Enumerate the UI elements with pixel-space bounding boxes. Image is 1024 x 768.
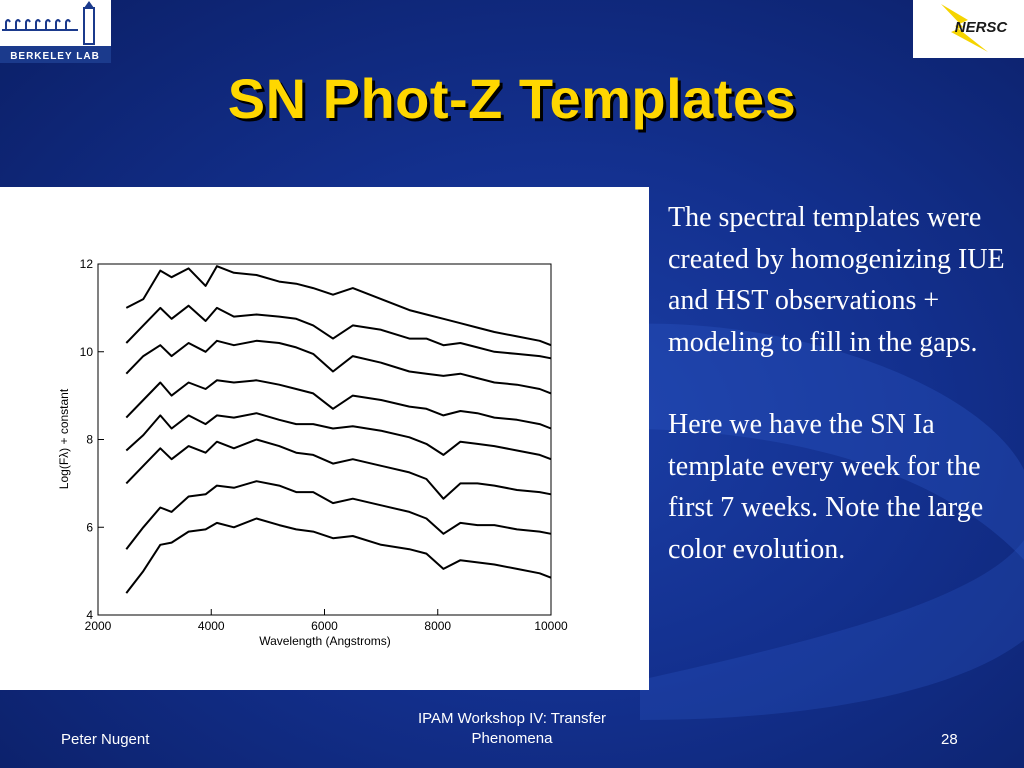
slide-number: 28 xyxy=(941,731,958,748)
spectrum-line-week-2 xyxy=(125,304,552,360)
spectrum-line-week-6 xyxy=(125,438,552,500)
spectral-template-plot: 2000 4000 6000 8000 10000 4 6 8 10 12 Wavelength … xyxy=(0,187,649,690)
spectrum-line-week-5 xyxy=(125,412,552,461)
footer-author: Peter Nugent xyxy=(61,731,150,748)
spectrum-line-week-8 xyxy=(125,517,552,594)
slide-title: SN Phot-Z Templates xyxy=(227,67,797,130)
nersc-logo-text: NERSC xyxy=(955,19,1009,36)
body-paragraph-2: Here we have the SN Ia template every we… xyxy=(668,409,984,565)
chart-svg: 2000 4000 6000 8000 10000 4 6 8 10 12 Wavelength … xyxy=(57,257,568,648)
x-axis-label: Wavelength (Angstroms) xyxy=(259,634,391,648)
nersc-logo: NERSC xyxy=(913,0,1024,58)
y-axis-label: Log(Fλ) + constant xyxy=(57,388,71,489)
berkeley-lab-logo-text: BERKELEY LAB xyxy=(10,51,100,62)
spectrum-line-week-7 xyxy=(125,480,552,550)
berkeley-lab-logo: BERKELEY LAB xyxy=(0,0,111,63)
spectrum-line-week-4 xyxy=(125,379,552,430)
y-tick-label: 10 xyxy=(80,345,94,359)
x-tick-label: 10000 xyxy=(534,619,568,633)
x-tick-label: 8000 xyxy=(424,619,451,633)
y-tick-label: 12 xyxy=(80,257,94,271)
spectrum-line-week-3 xyxy=(125,339,552,395)
spectrum-line-week-1 xyxy=(125,265,552,347)
body-paragraph-1: The spectral templates were created by h… xyxy=(668,202,1005,358)
x-tick-label: 6000 xyxy=(311,619,338,633)
y-tick-label: 8 xyxy=(86,433,93,447)
y-tick-label: 6 xyxy=(86,520,93,534)
y-tick-label: 4 xyxy=(86,608,93,622)
footer-event: IPAM Workshop IV: Transfer Phenomena xyxy=(417,710,607,747)
x-tick-label: 4000 xyxy=(198,619,225,633)
body-text: The spectral templates were created by h… xyxy=(668,197,1013,611)
x-tick-label: 2000 xyxy=(85,619,112,633)
